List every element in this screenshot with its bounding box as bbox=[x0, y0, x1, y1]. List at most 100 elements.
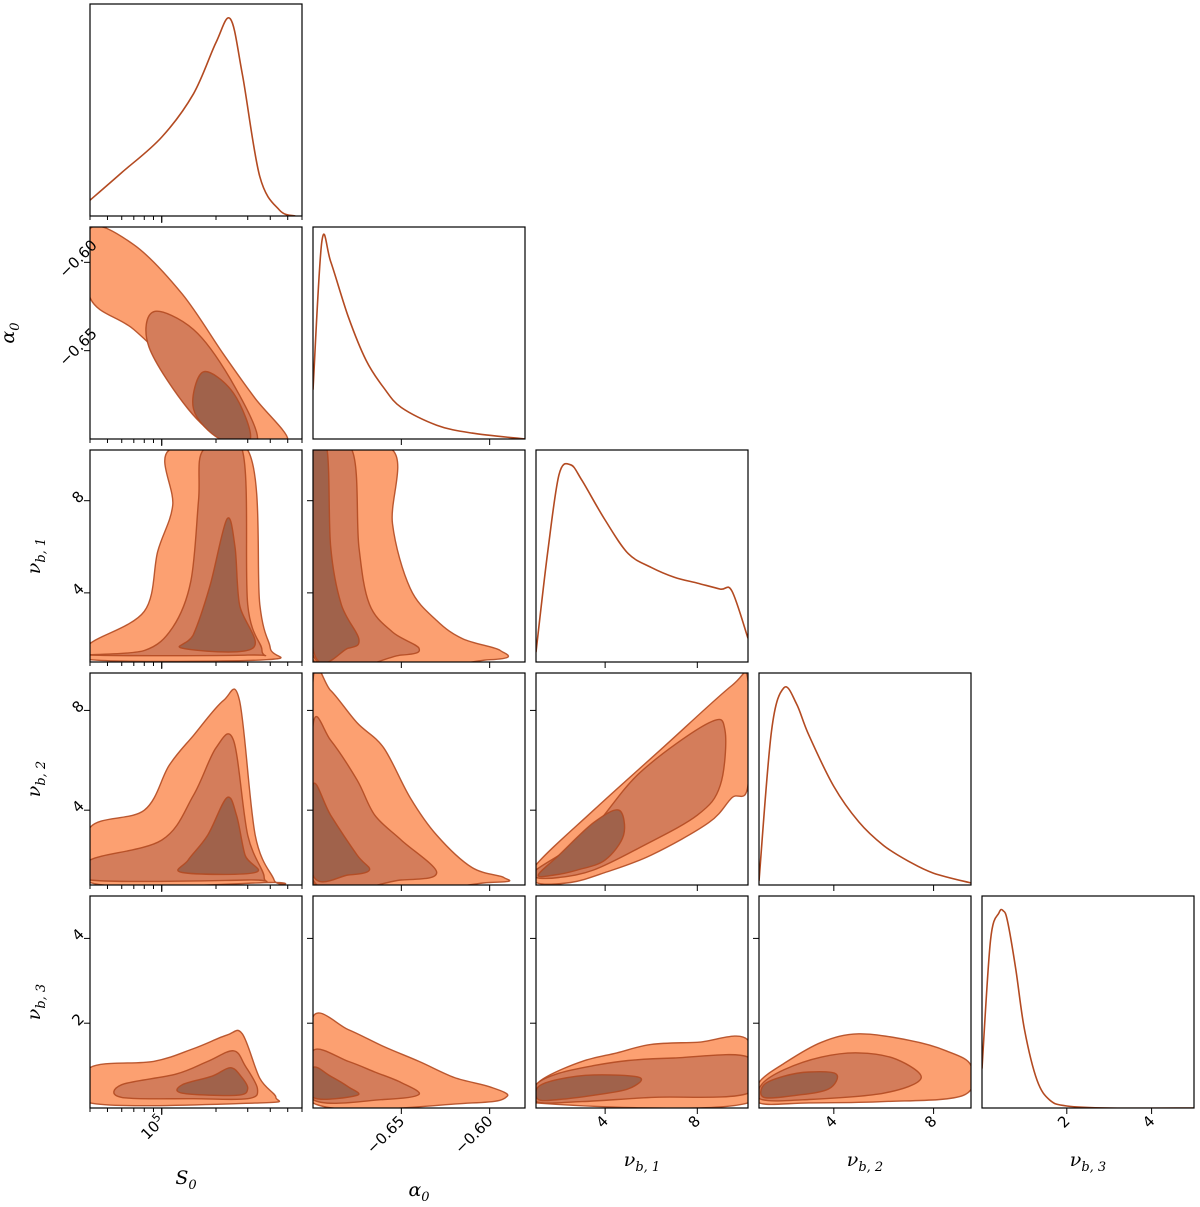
x-axis-label-alpha0: α0 bbox=[408, 1179, 429, 1202]
x-ticks-nu_b1 bbox=[604, 885, 698, 891]
y-ticks-nu_b3 bbox=[530, 937, 536, 1024]
x-axis-label-nu_b2: νb, 2 bbox=[847, 1149, 883, 1175]
contour-panel-S0-nu_b3 bbox=[90, 1029, 281, 1107]
marginal-curve-nu_b2 bbox=[759, 686, 971, 884]
contour-panel-alpha0-nu_b2 bbox=[313, 673, 511, 885]
x-axis-label-nu_b1: νb, 1 bbox=[624, 1149, 660, 1175]
panel-frame bbox=[89, 226, 303, 440]
x-ticks-S0 bbox=[89, 885, 303, 892]
panel-frame bbox=[535, 449, 749, 663]
contour-inner bbox=[177, 796, 260, 876]
y-ticks-nu_b3: 24 bbox=[68, 925, 90, 1029]
x-tick-label: 105 bbox=[136, 1111, 169, 1144]
y-ticks-nu_b1 bbox=[307, 500, 313, 594]
x-axis-label-nu_b3: νb, 3 bbox=[1070, 1149, 1106, 1175]
marginal-curve-S0 bbox=[90, 17, 296, 216]
marginal-curve-nu_b3 bbox=[982, 908, 1194, 1108]
panel-frame bbox=[89, 672, 303, 886]
panel-frame bbox=[312, 226, 526, 440]
contour-inner bbox=[313, 450, 360, 662]
panel-frame bbox=[981, 895, 1195, 1109]
y-tick-label: 8 bbox=[68, 697, 87, 716]
x-ticks-S0 bbox=[89, 662, 303, 669]
x-tick-label: 4 bbox=[821, 1112, 840, 1131]
y-tick-label: −0.65 bbox=[56, 325, 101, 370]
contour-panel-alpha0-nu_b3 bbox=[313, 1012, 509, 1108]
panel-frame bbox=[312, 672, 526, 886]
contour-inner bbox=[192, 370, 252, 439]
axis-label-subscript: 0 bbox=[421, 1190, 429, 1202]
contour-panel-nu_b2-nu_b3 bbox=[759, 1033, 971, 1106]
x-axis-label-S0: S0 bbox=[175, 1167, 196, 1193]
axis-label-subscript: 0 bbox=[188, 1178, 196, 1193]
y-ticks-nu_b1: 48 bbox=[68, 487, 90, 599]
contour-panel-nu_b1-nu_b3 bbox=[536, 1035, 748, 1108]
x-tick-label: −0.65 bbox=[363, 1112, 408, 1157]
y-ticks-nu_b2 bbox=[307, 709, 313, 811]
y-tick-label: 4 bbox=[68, 925, 87, 944]
y-ticks-nu_b2 bbox=[530, 709, 536, 811]
x-tick-label: 8 bbox=[685, 1112, 704, 1131]
contour-inner bbox=[313, 782, 371, 883]
panel-frame bbox=[312, 449, 526, 663]
y-ticks-nu_b3 bbox=[753, 937, 759, 1024]
contour-inner bbox=[176, 1066, 249, 1097]
x-tick-label: 4 bbox=[1139, 1112, 1158, 1131]
contour-inner bbox=[536, 1074, 643, 1102]
panel-frame bbox=[89, 449, 303, 663]
marginal-curve-nu_b1 bbox=[536, 462, 748, 653]
contour-panel-nu_b1-nu_b2 bbox=[536, 673, 748, 885]
marginal-curve-alpha0 bbox=[313, 233, 525, 439]
contour-panel-S0-nu_b2 bbox=[90, 688, 287, 885]
x-ticks-alpha0 bbox=[400, 885, 491, 891]
panel-frame bbox=[758, 672, 972, 886]
axis-label-subscript: b, 1 bbox=[635, 1160, 660, 1175]
panel-frame bbox=[535, 895, 749, 1109]
panel-frame bbox=[89, 895, 303, 1109]
x-ticks-S0 bbox=[89, 216, 303, 223]
x-ticks-S0 bbox=[89, 439, 303, 446]
panel-frame bbox=[758, 895, 972, 1109]
x-ticks-nu_b1 bbox=[604, 662, 698, 668]
y-tick-label: 8 bbox=[68, 487, 87, 506]
contour-panel-S0-nu_b1 bbox=[90, 450, 282, 662]
axis-label-subscript: b, 3 bbox=[1081, 1160, 1106, 1175]
y-axis-label-alpha0: α0 bbox=[0, 322, 23, 343]
y-ticks-nu_b3 bbox=[307, 937, 313, 1024]
panel-frame bbox=[312, 895, 526, 1109]
y-axis-label-nu_b3: νb, 3 bbox=[23, 984, 49, 1020]
x-tick-label: 4 bbox=[592, 1112, 611, 1131]
y-axis-label-nu_b2: νb, 2 bbox=[23, 761, 49, 797]
axis-label-subscript: b, 2 bbox=[858, 1160, 883, 1175]
panel-frame bbox=[535, 672, 749, 886]
axis-label-subscript: b, 1 bbox=[34, 538, 49, 563]
x-ticks-nu_b2 bbox=[833, 885, 935, 891]
y-axis-label-nu_b1: νb, 1 bbox=[23, 538, 49, 574]
contour-inner bbox=[178, 517, 256, 653]
panel-frame bbox=[89, 3, 303, 217]
x-ticks-alpha0 bbox=[400, 439, 491, 445]
contour-inner bbox=[313, 1066, 360, 1100]
x-tick-label: 2 bbox=[1054, 1112, 1073, 1131]
contour-panel-alpha0-nu_b1 bbox=[313, 450, 510, 662]
axis-label-subscript: 0 bbox=[8, 322, 23, 330]
contour-panel-S0-alpha0 bbox=[90, 227, 289, 439]
x-ticks-alpha0: −0.65 −0.60 bbox=[363, 1108, 496, 1157]
contour-inner bbox=[760, 1071, 839, 1099]
y-ticks-nu_b2: 48 bbox=[68, 697, 90, 816]
x-tick-label: 8 bbox=[921, 1112, 940, 1131]
x-ticks-S0: 105 bbox=[89, 1108, 303, 1144]
x-ticks-alpha0 bbox=[400, 662, 491, 668]
y-tick-label: 2 bbox=[68, 1010, 87, 1029]
x-tick-label: −0.60 bbox=[451, 1112, 496, 1157]
axis-label-subscript: b, 3 bbox=[34, 984, 49, 1009]
y-tick-label: 4 bbox=[68, 797, 87, 816]
contour-inner bbox=[537, 809, 626, 878]
y-tick-label: 4 bbox=[68, 580, 87, 599]
axis-label-subscript: b, 2 bbox=[34, 761, 49, 786]
